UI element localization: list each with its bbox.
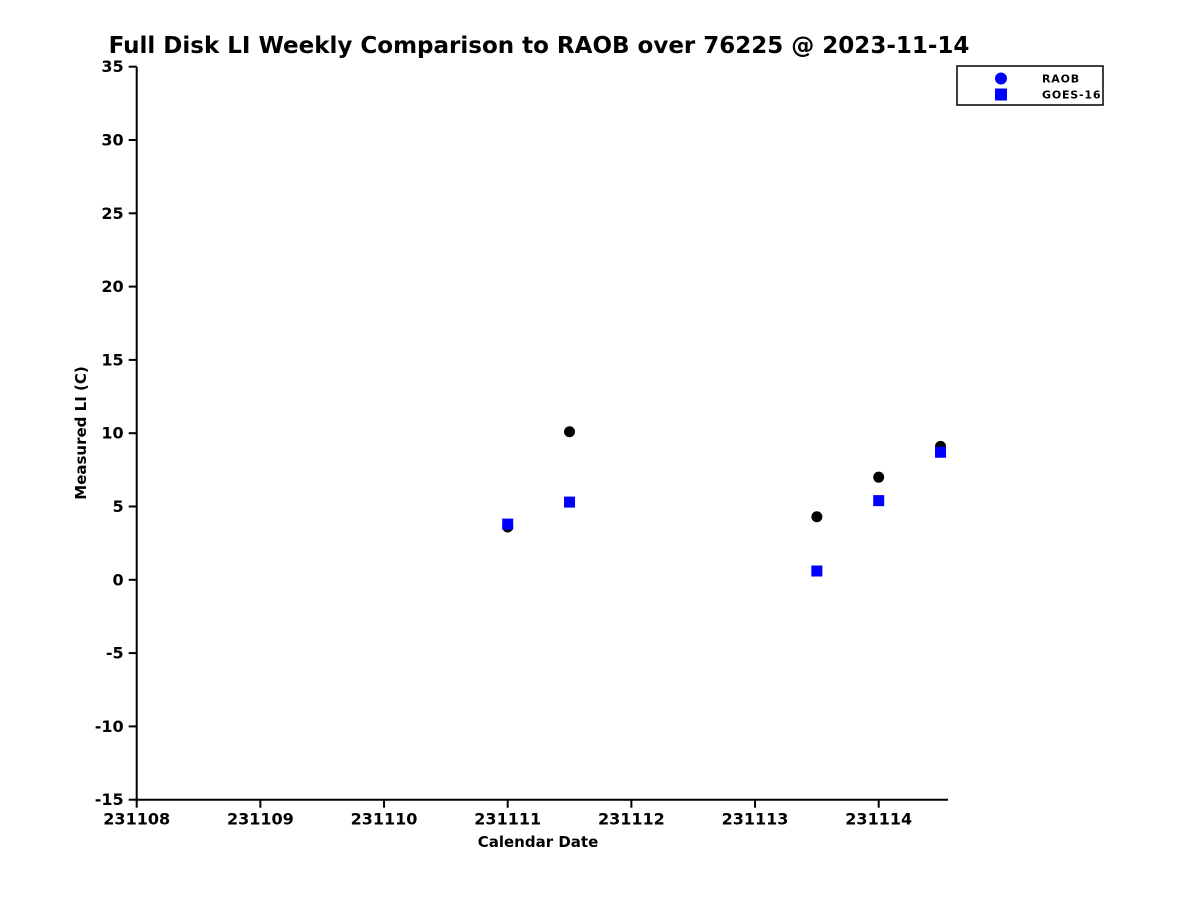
y-tick-label: 25 bbox=[101, 204, 123, 223]
data-point-goes16 bbox=[935, 446, 947, 458]
legend-goes16-square-icon bbox=[995, 88, 1007, 101]
legend-box bbox=[956, 65, 1104, 106]
y-axis-label: Measured LI (C) bbox=[72, 366, 90, 499]
legend-item-label: GOES-16 bbox=[1042, 89, 1101, 102]
x-tick-label: 231112 bbox=[598, 810, 665, 829]
y-tick-label: 0 bbox=[113, 570, 124, 589]
y-tick-label: 10 bbox=[101, 424, 123, 443]
data-point-raob bbox=[873, 471, 885, 483]
x-tick-label: 231109 bbox=[227, 810, 294, 829]
axis-spines bbox=[135, 66, 948, 801]
data-point-goes16 bbox=[564, 496, 576, 508]
y-tick-label: -5 bbox=[106, 644, 124, 663]
legend: RAOB GOES-16 bbox=[956, 65, 1104, 106]
y-tick-label: -15 bbox=[95, 790, 124, 809]
data-point-raob bbox=[564, 426, 576, 438]
data-point-goes16 bbox=[811, 565, 823, 577]
legend-item-label: RAOB bbox=[1042, 73, 1080, 86]
y-tick-label: -10 bbox=[95, 717, 124, 736]
x-tick-label: 231110 bbox=[351, 810, 418, 829]
x-tick-label: 231114 bbox=[845, 810, 912, 829]
y-tick-label: 35 bbox=[101, 57, 123, 76]
axes: -15 -10 -5 0 5 10 15 20 25 30 35 231108 231109 231110… bbox=[95, 57, 948, 829]
x-tick-label: 231111 bbox=[474, 810, 541, 829]
y-tick-label: 15 bbox=[101, 350, 123, 369]
x-axis-label: Calendar Date bbox=[478, 833, 599, 851]
data-points bbox=[502, 426, 947, 577]
chart-title: Full Disk LI Weekly Comparison to RAOB o… bbox=[109, 33, 970, 59]
y-tick-label: 20 bbox=[101, 277, 123, 296]
data-point-raob bbox=[811, 511, 823, 523]
y-tick-label: 5 bbox=[113, 497, 124, 516]
legend-raob-circle-icon bbox=[995, 72, 1007, 85]
data-point-goes16 bbox=[502, 518, 514, 530]
x-tick-label: 231108 bbox=[103, 810, 170, 829]
y-tick-label: 30 bbox=[101, 131, 123, 150]
x-tick-label: 231113 bbox=[722, 810, 789, 829]
data-point-goes16 bbox=[873, 495, 885, 507]
